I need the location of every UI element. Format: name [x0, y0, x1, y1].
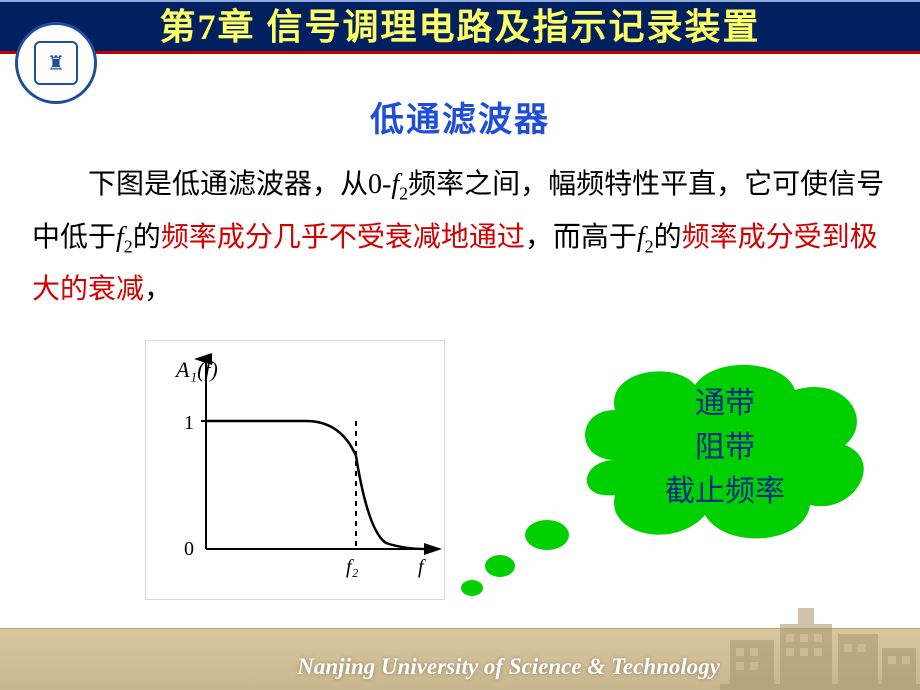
university-seal: ♜: [15, 22, 97, 104]
thought-dot-3: [461, 580, 483, 596]
xlabel-f: f: [418, 556, 426, 578]
chapter-title: 第7章 信号调理电路及指示记录装置: [159, 7, 760, 47]
fvar-1: f: [391, 169, 399, 200]
body-mid4: 的: [654, 222, 682, 253]
slide-subtitle: 低通滤波器: [0, 92, 920, 141]
body-pre1: 下图是低通滤波器，从0-: [88, 169, 391, 200]
cloud-line-3: 截止频率: [605, 470, 845, 514]
seal-glyph: ♜: [34, 41, 78, 85]
callout-bubble: 通带 阻带 截止频率: [455, 350, 885, 630]
body-tail: ，: [144, 274, 172, 305]
footer-building-icon: [720, 594, 920, 690]
slide-footer: Nanjing University of Science & Technolo…: [0, 628, 920, 690]
fsub-3: 2: [645, 236, 654, 256]
y-label: A₁(f): [174, 357, 218, 382]
ytick-1: 1: [184, 412, 194, 434]
thought-dot-1: [525, 520, 569, 550]
fvar-3: f: [637, 222, 645, 253]
body-red1: 频率成分几乎不受衰减地通过: [161, 222, 525, 253]
footer-university-name: Nanjing University of Science & Technolo…: [297, 654, 720, 680]
chart-svg: A₁(f) 1 0 f₂ f: [146, 341, 446, 601]
cloud-line-2: 阻带: [605, 426, 845, 470]
fvar-2: f: [116, 222, 124, 253]
body-mid3: ，而高于: [525, 222, 637, 253]
chart-frame: A₁(f) 1 0 f₂ f: [145, 340, 445, 600]
lowpass-chart: A₁(f) 1 0 f₂ f: [145, 340, 445, 600]
fsub-1: 2: [399, 184, 408, 204]
body-paragraph: 下图是低通滤波器，从0-f2频率之间，幅频特性平直，它可使信号中低于f2的频率成…: [32, 163, 888, 312]
fsub-2: 2: [124, 236, 133, 256]
cloud-line-1: 通带: [605, 382, 845, 426]
cloud-text: 通带 阻带 截止频率: [605, 382, 845, 514]
body-mid2: 的: [133, 222, 161, 253]
chapter-header: 第7章 信号调理电路及指示记录装置: [0, 0, 920, 54]
xtick-f2: f₂: [346, 556, 359, 578]
ytick-0: 0: [184, 538, 194, 560]
thought-dot-2: [485, 555, 515, 577]
